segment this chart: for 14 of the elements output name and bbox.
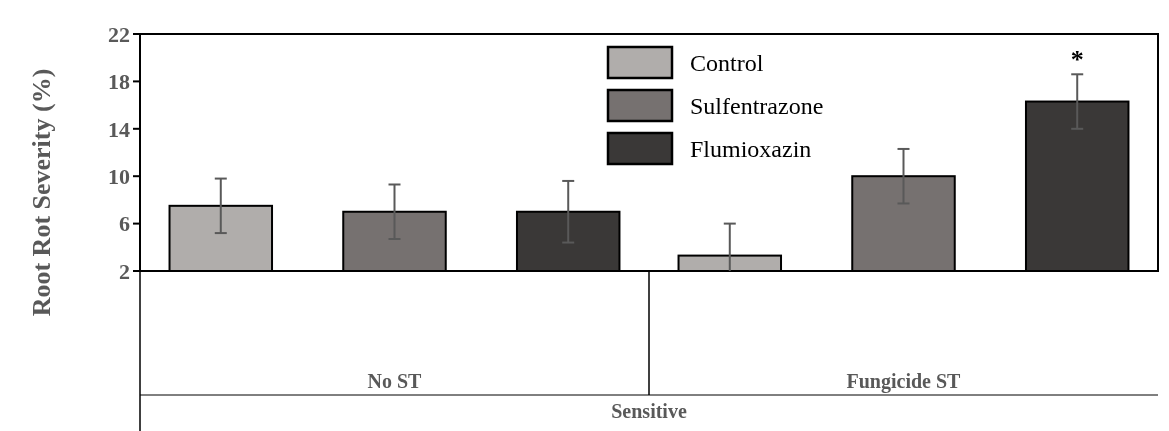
- legend-label: Flumioxazin: [690, 136, 812, 163]
- y-tick-label: 18: [108, 69, 130, 95]
- legend-label: Control: [690, 50, 764, 77]
- y-tick-label: 6: [119, 211, 130, 237]
- annotation: *: [1070, 45, 1084, 75]
- y-tick-label: 10: [108, 163, 130, 189]
- y-tick-label: 14: [108, 116, 130, 142]
- legend-label: Sulfentrazone: [690, 93, 824, 120]
- x-tick-label: Fungicide ST: [846, 370, 962, 393]
- y-tick-label: 22: [108, 21, 130, 47]
- x-axis-title: Sensitive: [611, 400, 687, 422]
- y-tick-label: 2: [119, 258, 130, 284]
- y-axis-title: Root Rot Severity (%): [27, 68, 56, 317]
- x-tick-label: No ST: [367, 370, 423, 392]
